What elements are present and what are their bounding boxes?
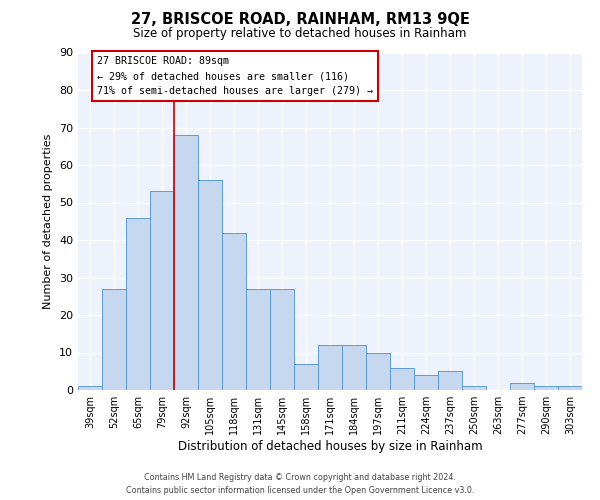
Bar — [318, 345, 342, 390]
Text: 27 BRISCOE ROAD: 89sqm
← 29% of detached houses are smaller (116)
71% of semi-de: 27 BRISCOE ROAD: 89sqm ← 29% of detached… — [97, 56, 373, 96]
Bar — [174, 135, 198, 390]
Bar — [246, 289, 270, 390]
Bar — [126, 218, 150, 390]
Bar — [198, 180, 222, 390]
Bar — [150, 191, 174, 390]
Bar — [342, 345, 366, 390]
X-axis label: Distribution of detached houses by size in Rainham: Distribution of detached houses by size … — [178, 440, 482, 453]
Bar — [462, 386, 486, 390]
Bar — [414, 375, 438, 390]
Bar — [438, 371, 462, 390]
Bar — [390, 368, 414, 390]
Bar — [222, 232, 246, 390]
Text: Size of property relative to detached houses in Rainham: Size of property relative to detached ho… — [133, 28, 467, 40]
Text: 27, BRISCOE ROAD, RAINHAM, RM13 9QE: 27, BRISCOE ROAD, RAINHAM, RM13 9QE — [131, 12, 469, 28]
Bar — [510, 382, 534, 390]
Y-axis label: Number of detached properties: Number of detached properties — [43, 134, 53, 309]
Bar — [558, 386, 582, 390]
Bar — [78, 386, 102, 390]
Bar — [534, 386, 558, 390]
Bar — [270, 289, 294, 390]
Bar — [294, 364, 318, 390]
Bar — [366, 352, 390, 390]
Bar — [102, 289, 126, 390]
Text: Contains HM Land Registry data © Crown copyright and database right 2024.
Contai: Contains HM Land Registry data © Crown c… — [126, 473, 474, 495]
